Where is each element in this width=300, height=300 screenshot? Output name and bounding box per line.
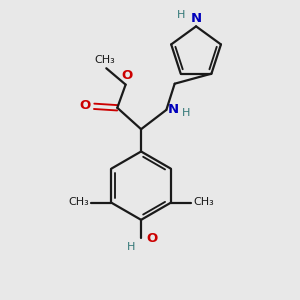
Text: CH₃: CH₃ [94,55,115,65]
Text: O: O [79,99,91,112]
Text: H: H [127,242,135,252]
Text: H: H [182,108,190,118]
Text: N: N [168,103,179,116]
Text: O: O [122,69,133,82]
Text: N: N [191,12,202,25]
Text: CH₃: CH₃ [193,197,214,207]
Text: H: H [177,10,186,20]
Text: CH₃: CH₃ [68,197,89,207]
Text: O: O [146,232,158,245]
